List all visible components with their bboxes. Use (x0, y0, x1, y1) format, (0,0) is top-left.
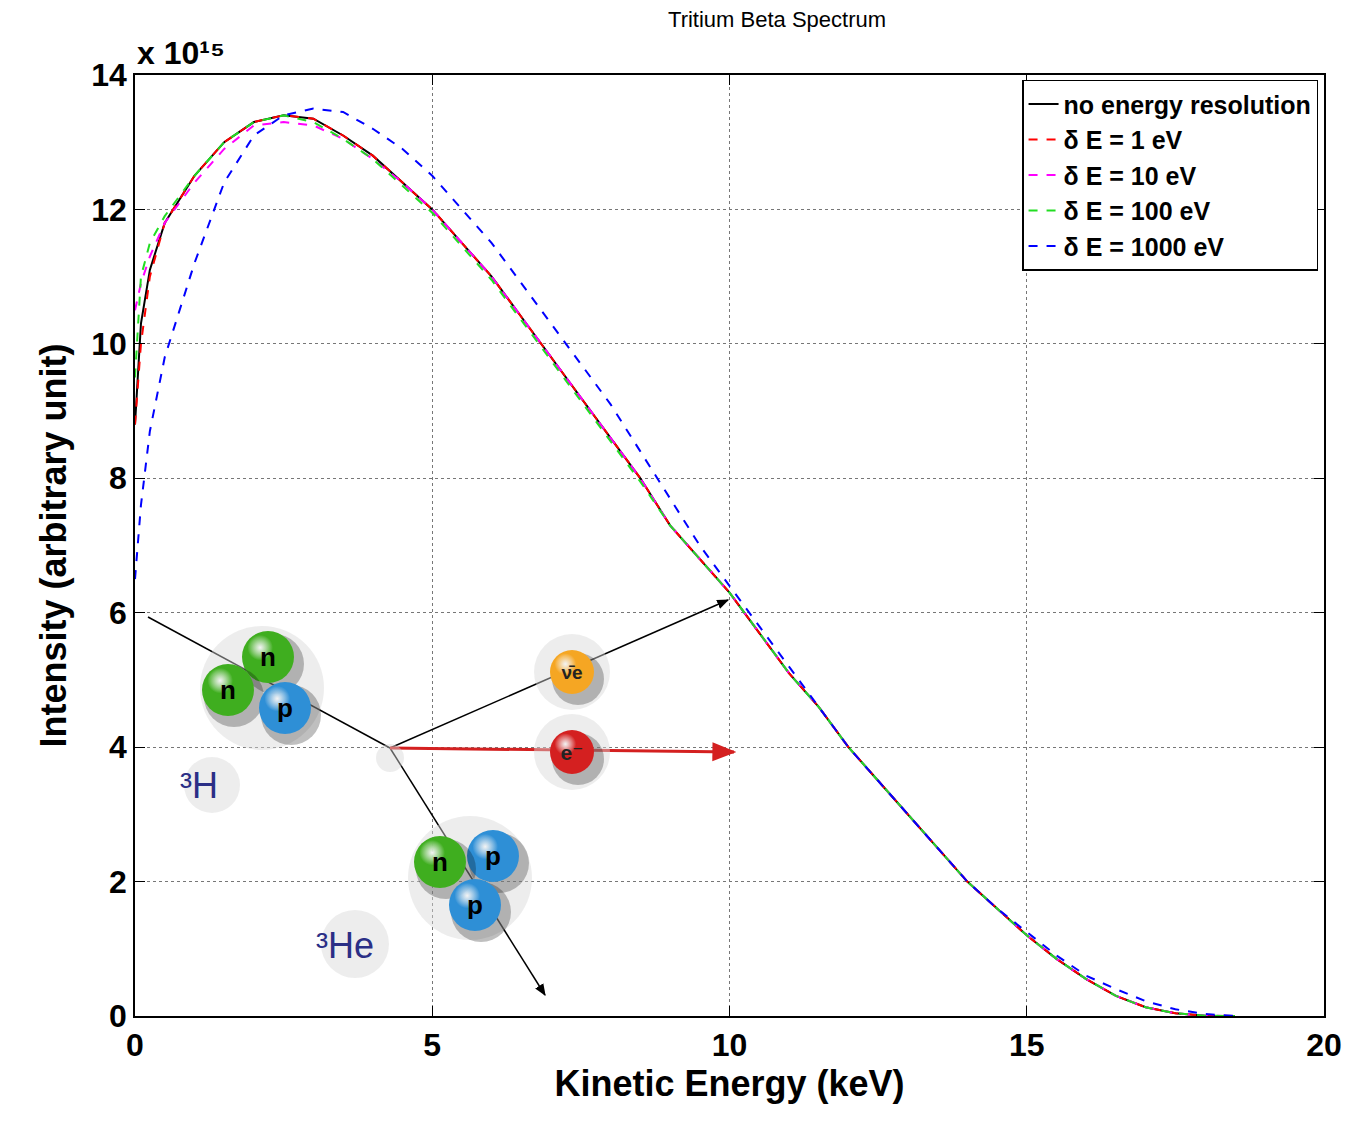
svg-text:8: 8 (109, 460, 127, 496)
svg-text:³He: ³He (316, 925, 374, 966)
svg-text:no energy resolution: no energy resolution (1064, 91, 1311, 119)
svg-text:δ E = 1000 eV: δ E = 1000 eV (1064, 233, 1225, 261)
svg-text:p: p (277, 693, 293, 723)
svg-text:e⁻: e⁻ (561, 741, 584, 764)
svg-text:p: p (485, 841, 501, 871)
svg-text:4: 4 (109, 729, 127, 765)
svg-text:n: n (220, 675, 236, 705)
svg-text:n: n (432, 847, 448, 877)
svg-text:Tritium Beta Spectrum: Tritium Beta Spectrum (668, 7, 886, 32)
svg-text:14: 14 (91, 57, 127, 93)
svg-text:0: 0 (126, 1027, 144, 1063)
svg-text:12: 12 (91, 192, 127, 228)
svg-text:n: n (260, 642, 276, 672)
svg-text:δ E = 10 eV: δ E = 10 eV (1064, 162, 1197, 190)
svg-text:Kinetic Energy (keV): Kinetic Energy (keV) (554, 1063, 904, 1104)
svg-text:ν̄e: ν̄e (561, 662, 582, 683)
svg-text:³H: ³H (180, 765, 218, 806)
svg-text:x 10¹⁵: x 10¹⁵ (137, 35, 225, 71)
svg-text:5: 5 (423, 1027, 441, 1063)
svg-text:10: 10 (91, 326, 127, 362)
svg-text:p: p (467, 890, 483, 920)
svg-text:δ E = 100 eV: δ E = 100 eV (1064, 197, 1211, 225)
svg-text:0: 0 (109, 998, 127, 1034)
svg-text:2: 2 (109, 864, 127, 900)
svg-text:Intensity (arbitrary unit): Intensity (arbitrary unit) (33, 343, 74, 747)
svg-text:20: 20 (1306, 1027, 1342, 1063)
svg-text:10: 10 (712, 1027, 748, 1063)
svg-text:6: 6 (109, 595, 127, 631)
svg-text:δ E = 1 eV: δ E = 1 eV (1064, 126, 1183, 154)
svg-text:15: 15 (1009, 1027, 1045, 1063)
